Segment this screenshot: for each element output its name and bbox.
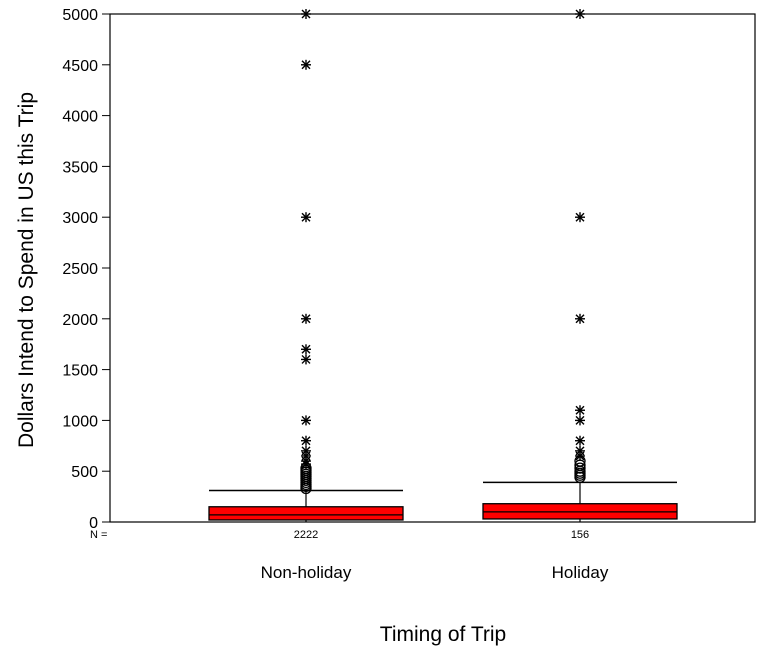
- y-tick-label: 3000: [62, 210, 98, 227]
- outlier-star: [575, 445, 585, 456]
- n-value-label: 2222: [294, 529, 318, 541]
- x-axis-title: Timing of Trip: [380, 623, 506, 646]
- outlier-star: [301, 313, 311, 324]
- outlier-star: [301, 344, 311, 355]
- outlier-star: [301, 59, 311, 70]
- y-axis: 0 500 1000 1500 2000 2500 3000 3500 4000 4500 5000: [62, 7, 110, 532]
- y-tick-label: 5000: [62, 7, 98, 24]
- plot-frame: [109, 13, 756, 523]
- n-prefix-label: N =: [90, 529, 107, 541]
- y-tick-label: 2500: [62, 261, 98, 278]
- outlier-star: [301, 9, 311, 19]
- plot-border: [109, 13, 756, 523]
- boxes: [208, 9, 678, 522]
- x-category-label: Non-holiday: [261, 563, 352, 582]
- x-category-label: Holiday: [552, 563, 609, 582]
- outlier-star: [301, 435, 311, 446]
- outlier-star: [575, 212, 585, 223]
- outlier-star: [301, 415, 311, 426]
- y-tick-label: 3500: [62, 159, 98, 176]
- n-value-label: 156: [571, 529, 589, 541]
- y-tick-label: 1500: [62, 363, 98, 380]
- outlier-star: [575, 405, 585, 416]
- outlier-star: [301, 212, 311, 223]
- box-group: [482, 9, 678, 522]
- outlier-star: [575, 9, 585, 19]
- y-tick-label: 1000: [62, 413, 98, 430]
- outlier-star: [575, 415, 585, 426]
- outlier-star: [301, 445, 311, 456]
- box-group: [208, 9, 404, 522]
- outlier-star: [301, 354, 311, 365]
- outlier-star: [575, 435, 585, 446]
- outlier-circle: [574, 462, 586, 474]
- y-tick-label: 500: [71, 464, 98, 481]
- y-tick-label: 4500: [62, 58, 98, 75]
- y-tick-label: 0: [89, 515, 98, 532]
- y-axis-title: Dollars Intend to Spend in US this Trip: [15, 92, 38, 448]
- y-tick-label: 4000: [62, 109, 98, 126]
- outlier-star: [575, 313, 585, 324]
- box: [208, 506, 404, 521]
- x-axis: Non-holiday 2222 Holiday 156: [261, 529, 609, 582]
- y-tick-label: 2000: [62, 312, 98, 329]
